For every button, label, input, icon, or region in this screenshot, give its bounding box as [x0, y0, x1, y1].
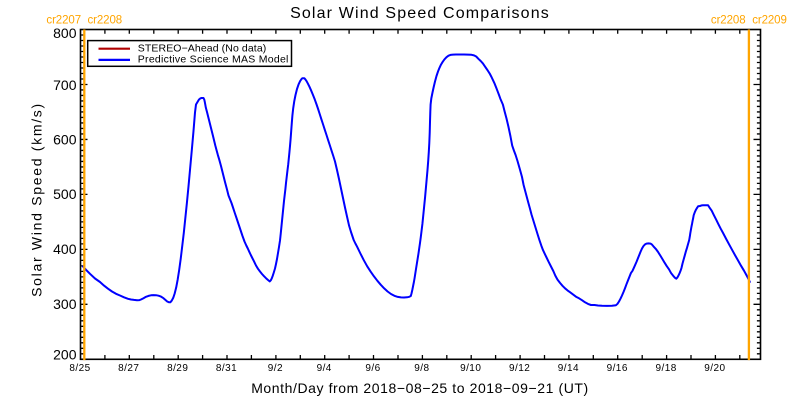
svg-text:8/25: 8/25: [69, 363, 90, 374]
svg-text:cr2207: cr2207: [46, 15, 81, 27]
svg-text:700: 700: [53, 77, 77, 93]
svg-text:STEREO−Ahead (No data): STEREO−Ahead (No data): [138, 42, 267, 54]
svg-text:cr2208: cr2208: [88, 15, 123, 27]
svg-text:cr2208: cr2208: [711, 15, 746, 27]
svg-text:8/27: 8/27: [118, 363, 139, 374]
svg-text:300: 300: [53, 296, 77, 312]
svg-text:Month/Day from 2018−08−25 to 2: Month/Day from 2018−08−25 to 2018−09−21 …: [251, 380, 589, 396]
svg-text:9/16: 9/16: [607, 363, 628, 374]
svg-text:9/20: 9/20: [704, 363, 725, 374]
svg-text:Predictive Science MAS Model: Predictive Science MAS Model: [138, 54, 289, 66]
svg-text:800: 800: [53, 25, 77, 41]
svg-text:cr2209: cr2209: [752, 15, 787, 27]
svg-text:9/2: 9/2: [268, 363, 283, 374]
svg-text:9/14: 9/14: [558, 363, 579, 374]
svg-text:400: 400: [53, 241, 77, 257]
svg-text:9/18: 9/18: [655, 363, 676, 374]
svg-text:500: 500: [53, 186, 77, 202]
svg-text:9/4: 9/4: [317, 363, 332, 374]
svg-text:9/8: 9/8: [414, 363, 429, 374]
svg-text:8/29: 8/29: [167, 363, 188, 374]
svg-text:9/12: 9/12: [509, 363, 530, 374]
svg-text:9/10: 9/10: [460, 363, 481, 374]
svg-text:600: 600: [53, 131, 77, 147]
svg-text:9/6: 9/6: [365, 363, 380, 374]
svg-text:Solar Wind Speed Comparisons: Solar Wind Speed Comparisons: [290, 5, 550, 22]
svg-text:Solar Wind Speed (km/s): Solar Wind Speed (km/s): [29, 102, 45, 297]
svg-text:8/31: 8/31: [216, 363, 237, 374]
svg-text:200: 200: [53, 347, 77, 363]
